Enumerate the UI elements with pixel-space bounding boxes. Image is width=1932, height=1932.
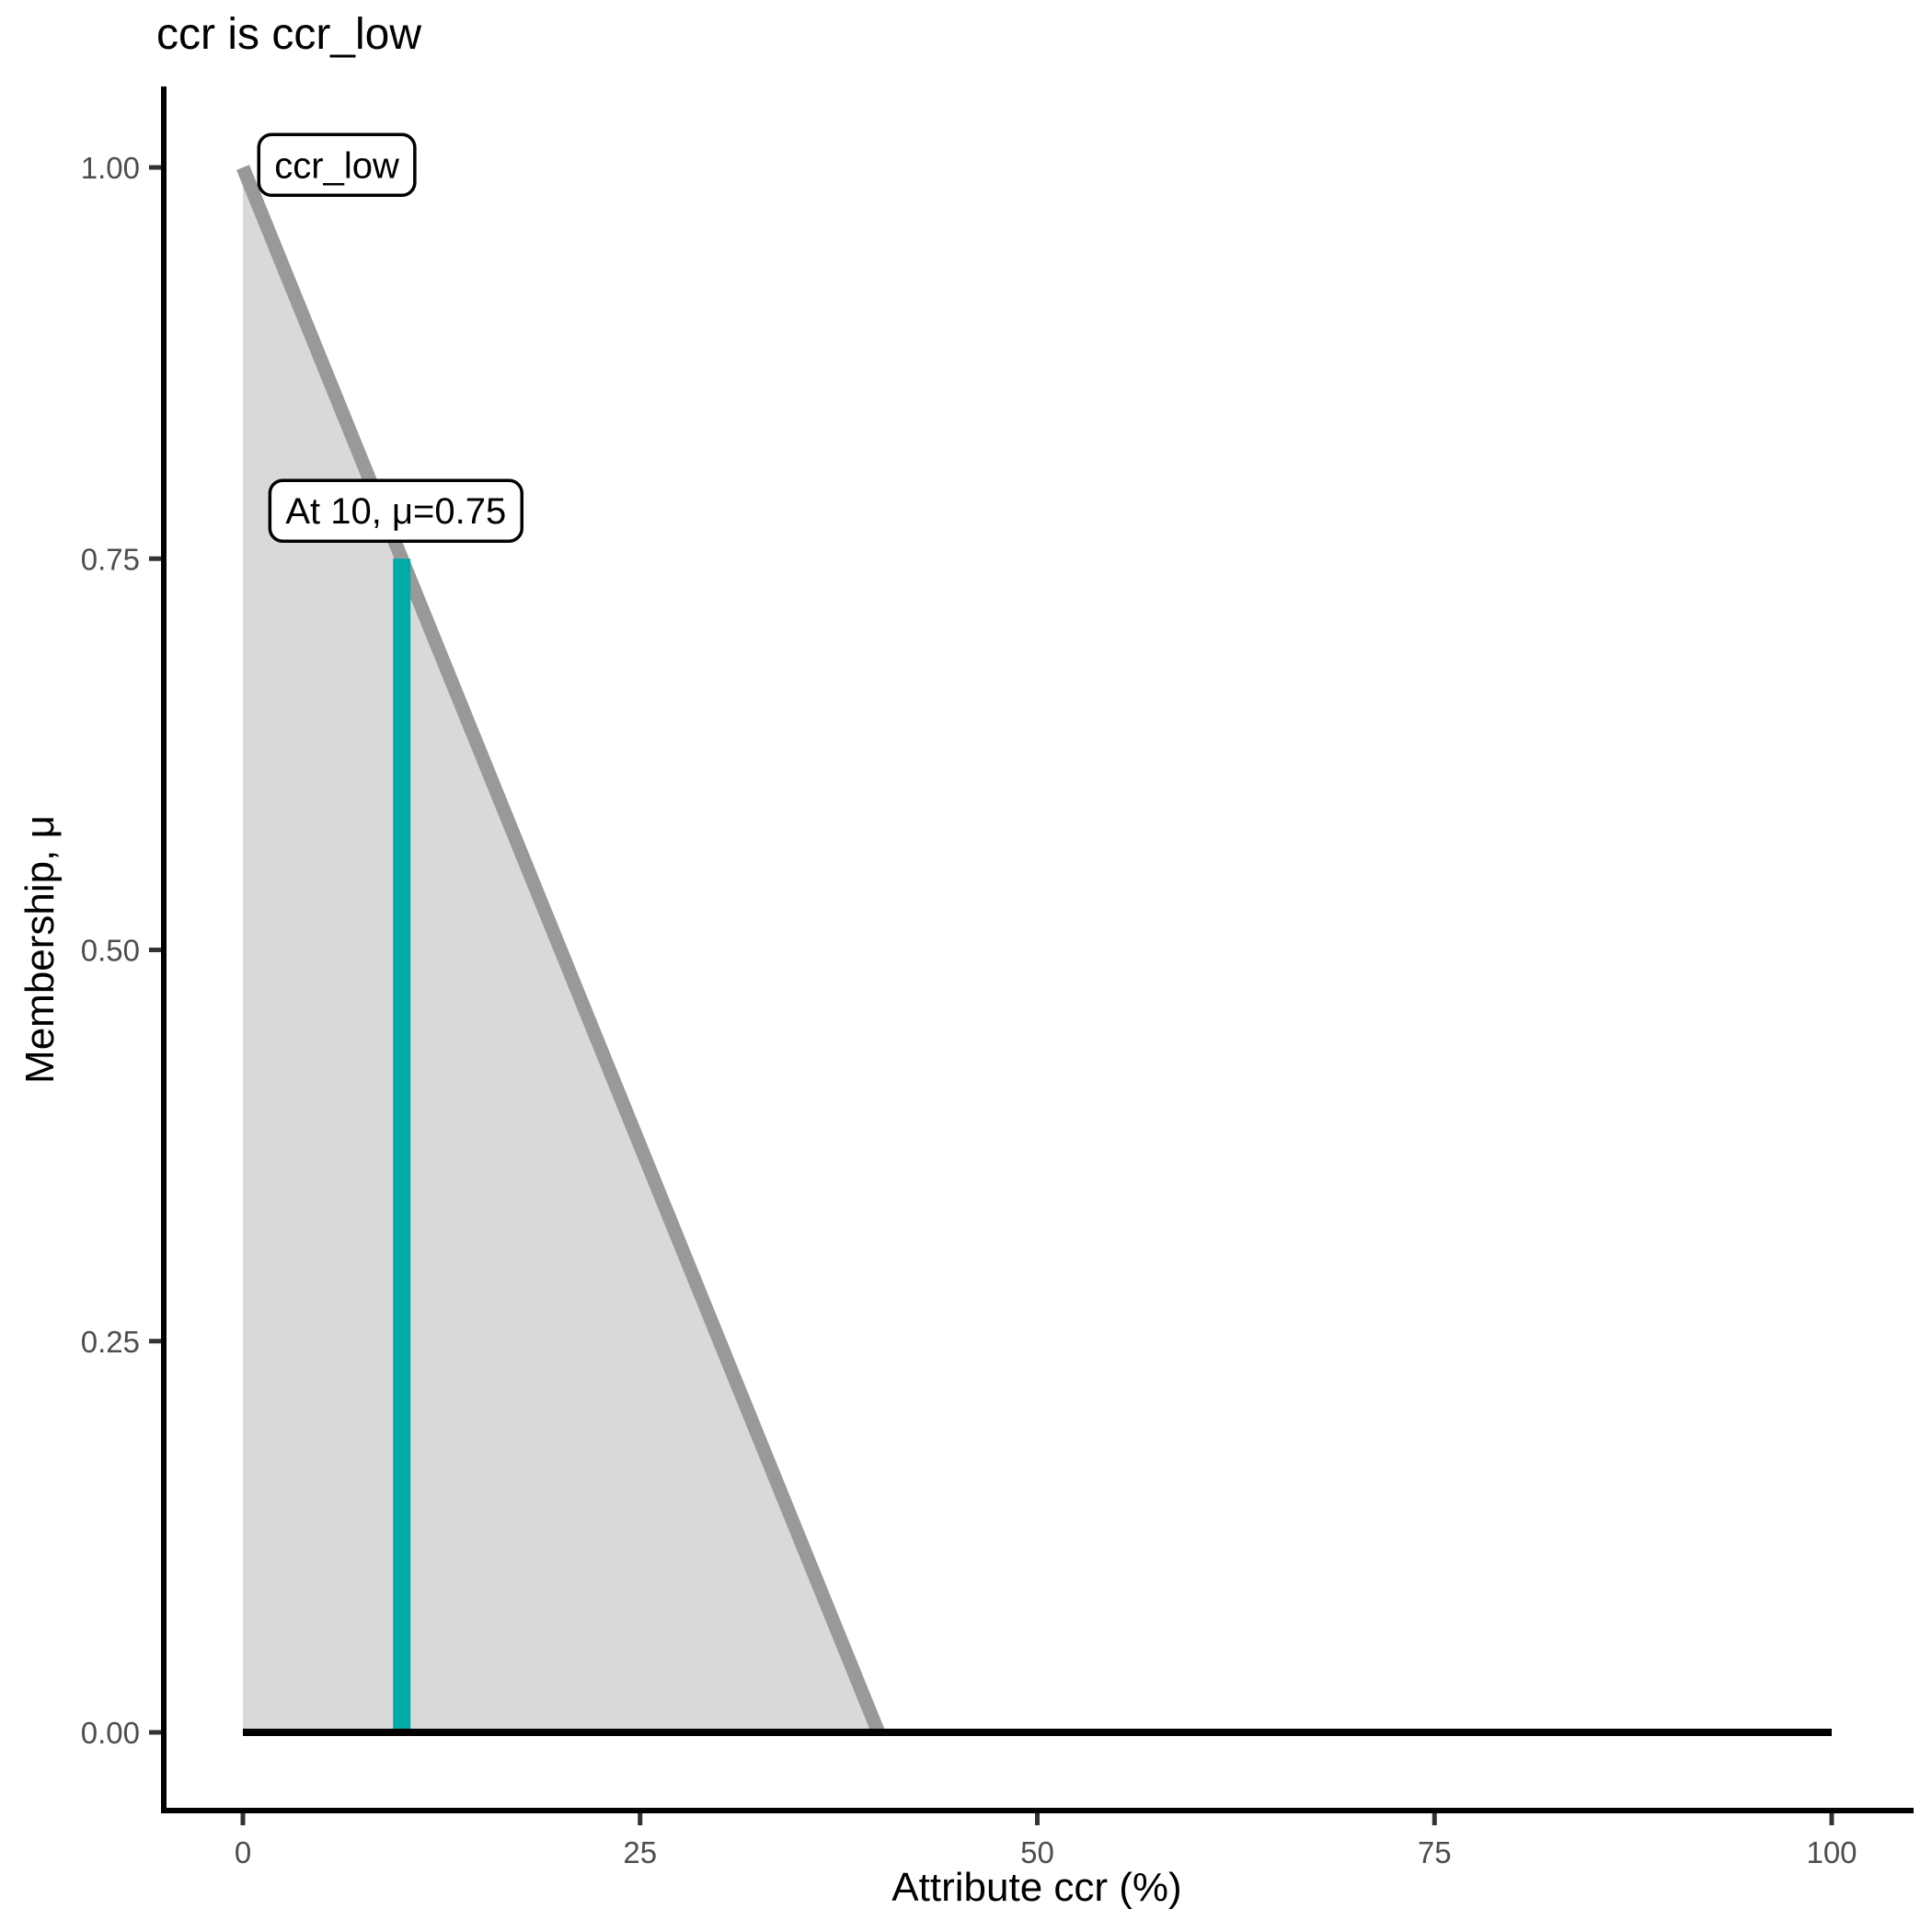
annotation-set-label-box [257,132,417,198]
y-tick-label: 0.50 [81,934,140,968]
y-axis-ticks: 0.00 0.25 0.50 0.75 1.00 [81,151,161,1750]
annotation-set-label: ccr_low [257,132,417,198]
y-axis-title: Membership, μ [17,815,63,1084]
y-tick-label: 0.75 [81,542,140,576]
y-tick-label: 0.25 [81,1325,140,1359]
chart-title: ccr is ccr_low [156,10,421,59]
x-tick-label: 25 [623,1835,657,1869]
x-tick-label: 75 [1418,1835,1452,1869]
x-tick-label: 0 [235,1835,251,1869]
y-tick-label: 1.00 [81,151,140,185]
annotation-set-label-text: ccr_low [274,145,399,186]
annotation-eval-label: At 10, μ=0.75 [268,478,523,543]
membership-boundary-line [236,165,885,1735]
y-tick-label: 0.00 [81,1716,140,1750]
x-tick-label: 100 [1806,1835,1857,1869]
annotation-eval-label-text: At 10, μ=0.75 [285,491,506,532]
x-tick-label: 50 [1020,1835,1054,1869]
x-axis-ticks: 0 25 50 75 100 [235,1813,1857,1869]
annotation-eval-label-box [268,478,523,543]
x-axis-title: Attribute ccr (%) [891,1865,1181,1910]
